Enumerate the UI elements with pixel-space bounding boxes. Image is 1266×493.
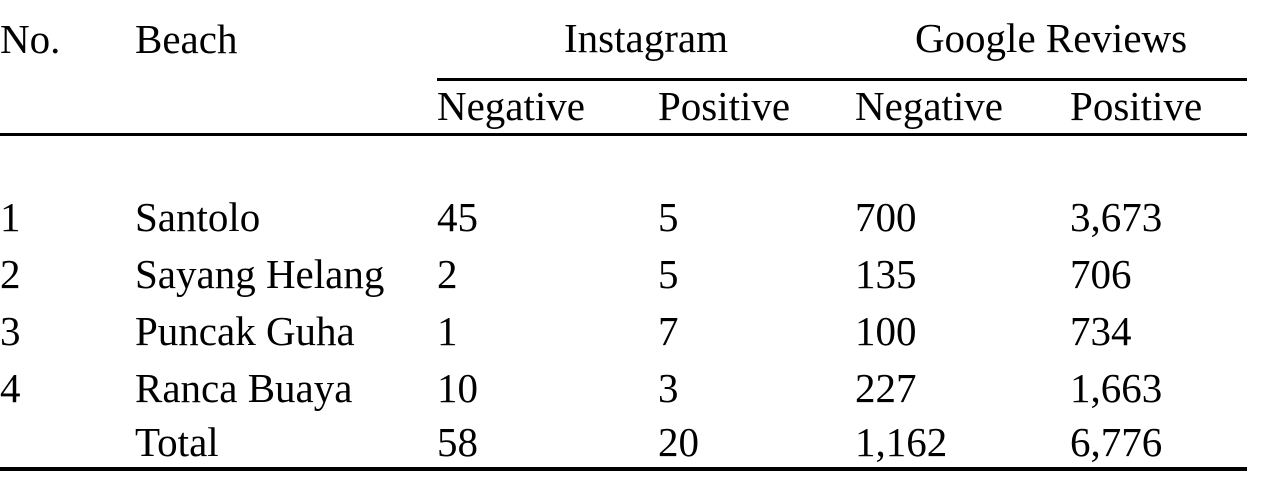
column-group-header-instagram: Instagram <box>437 0 856 81</box>
subheader-google-negative: Negative <box>855 79 1071 136</box>
subheader-instagram-negative: Negative <box>437 79 658 136</box>
table-row: 2 Sayang Helang 2 5 135 706 <box>0 246 1247 303</box>
table-header-row-subcolumns: Negative Positive Negative Positive <box>0 79 1248 136</box>
sentiment-counts-table: No. Beach Instagram Google Reviews Negat… <box>0 0 1248 471</box>
table-row: 1 Santolo 45 5 700 3,673 <box>0 189 1247 246</box>
cell-google-negative: 227 <box>855 365 917 411</box>
cell-instagram-positive: 5 <box>658 251 679 297</box>
spacer-row <box>0 134 1247 189</box>
cell-total-instagram-negative: 58 <box>437 417 658 471</box>
cell-instagram-negative: 2 <box>437 251 458 297</box>
cell-total-google-negative: 1,162 <box>855 417 1071 471</box>
cell-instagram-negative: 45 <box>437 194 478 240</box>
cell-instagram-positive: 5 <box>658 194 679 240</box>
column-header-beach: Beach <box>135 16 238 62</box>
total-row: Total 58 20 1,162 6,776 <box>0 417 1248 471</box>
table-header-row-groups: No. Beach Instagram Google Reviews <box>0 0 1248 81</box>
empty-header-cell <box>0 79 135 136</box>
cell-total-label: Total <box>135 417 437 471</box>
cell-instagram-negative: 10 <box>437 365 478 411</box>
cell-beach-name: Ranca Buaya <box>135 365 353 411</box>
cell-instagram-positive: 3 <box>658 365 679 411</box>
cell-beach-name: Santolo <box>135 194 261 240</box>
cell-total-google-positive: 6,776 <box>1070 417 1248 471</box>
cell-beach-name: Sayang Helang <box>135 251 385 297</box>
column-group-header-google-reviews: Google Reviews <box>855 0 1248 81</box>
cell-google-positive: 3,673 <box>1070 194 1163 240</box>
table-row: 4 Ranca Buaya 10 3 227 1,663 <box>0 360 1247 417</box>
cell-google-negative: 700 <box>855 194 917 240</box>
table-row: 3 Puncak Guha 1 7 100 734 <box>0 303 1247 360</box>
cell-instagram-negative: 1 <box>437 308 458 354</box>
empty-cell <box>0 417 135 471</box>
cell-google-negative: 100 <box>855 308 917 354</box>
cell-row-number: 3 <box>0 308 21 354</box>
subheader-google-positive: Positive <box>1070 79 1248 136</box>
cell-row-number: 2 <box>0 251 21 297</box>
column-header-no: No. <box>0 16 61 62</box>
cell-google-positive: 706 <box>1070 251 1132 297</box>
cell-google-positive: 1,663 <box>1070 365 1163 411</box>
cell-google-positive: 734 <box>1070 308 1132 354</box>
cell-row-number: 4 <box>0 365 21 411</box>
empty-header-cell <box>135 79 437 136</box>
cell-row-number: 1 <box>0 194 21 240</box>
cell-total-instagram-positive: 20 <box>658 417 856 471</box>
cell-instagram-positive: 7 <box>658 308 679 354</box>
subheader-instagram-positive: Positive <box>658 79 856 136</box>
cell-beach-name: Puncak Guha <box>135 308 355 354</box>
cell-google-negative: 135 <box>855 251 917 297</box>
